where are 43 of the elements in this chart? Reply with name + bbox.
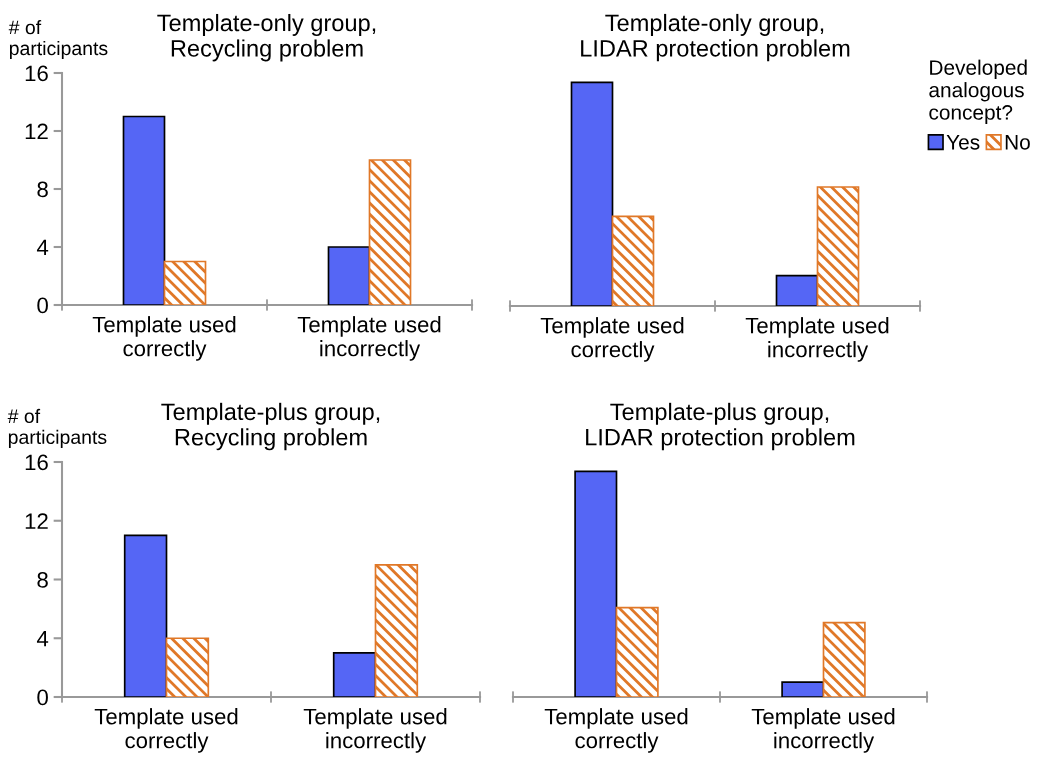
y-tick-label: 12 xyxy=(25,513,48,529)
bar xyxy=(781,681,825,697)
y-tick-label: 4 xyxy=(36,239,49,256)
bar xyxy=(332,652,377,697)
y-axis-title: # of participants xyxy=(8,20,108,60)
bar xyxy=(822,621,866,697)
bar xyxy=(615,606,659,697)
y-tick-label: 16 xyxy=(25,454,48,471)
y-tick-label: 0 xyxy=(37,689,48,706)
bar xyxy=(611,215,655,306)
bar xyxy=(570,81,614,306)
y-tick-label: 8 xyxy=(37,572,48,588)
y-tick-label: 4 xyxy=(36,631,49,647)
y-axis-title: # of participants xyxy=(7,408,107,448)
legend-label: Yes xyxy=(946,135,980,150)
chart-title: Template-plus group, LIDAR protection problem xyxy=(586,402,855,451)
x-tick-label: Template used incorrectly xyxy=(745,317,889,362)
x-tick-label: Template used incorrectly xyxy=(297,316,441,361)
legend-label: No xyxy=(1005,135,1030,150)
x-tick-label: Template used correctly xyxy=(540,317,684,362)
y-tick-label: 0 xyxy=(37,297,48,314)
x-tick-label: Template used correctly xyxy=(544,708,688,753)
x-tick-label: Template used incorrectly xyxy=(751,708,895,753)
bar xyxy=(122,115,166,305)
chart-title: Template-only group, Recycling problem xyxy=(157,13,376,62)
bar xyxy=(374,563,419,697)
x-tick-label: Template used incorrectly xyxy=(303,708,447,753)
x-tick-label: Template used correctly xyxy=(92,316,236,361)
bar xyxy=(574,470,618,697)
bar xyxy=(165,637,210,697)
bar xyxy=(163,260,207,305)
y-tick-label: 8 xyxy=(37,181,48,198)
y-tick-label: 16 xyxy=(25,65,48,82)
bar xyxy=(123,534,168,697)
bar xyxy=(816,186,860,306)
bar xyxy=(775,274,819,306)
chart-title: Template-plus group, Recycling problem xyxy=(161,402,380,451)
bar xyxy=(327,246,371,305)
legend-title: Developed analogous concept? xyxy=(929,59,1027,124)
y-tick-label: 12 xyxy=(25,123,48,140)
chart-title: Template-only group, LIDAR protection problem xyxy=(581,13,850,62)
bar xyxy=(368,159,412,305)
x-tick-label: Template used correctly xyxy=(94,708,238,753)
